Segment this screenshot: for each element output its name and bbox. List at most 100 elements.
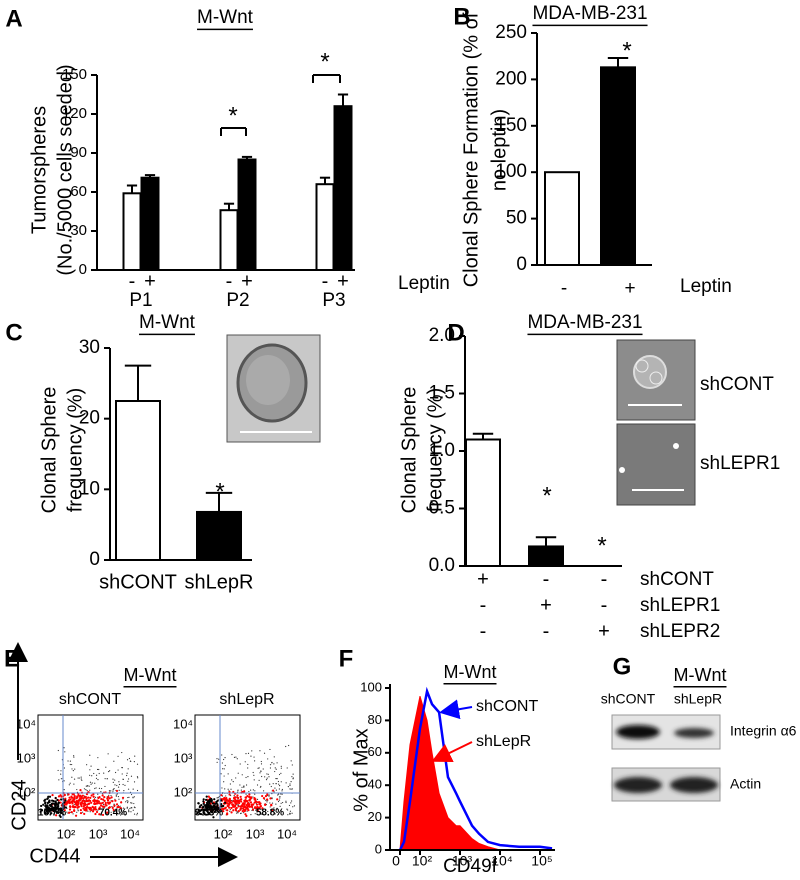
event-dot: [240, 789, 242, 791]
event-dot: [212, 816, 215, 819]
bar: [544, 171, 580, 266]
event-dot: [239, 808, 242, 811]
event-dot: [86, 789, 88, 792]
quadrant-percent: 58.8%: [256, 808, 284, 819]
inset-label: shCONT: [700, 374, 774, 395]
event-dot: [69, 805, 72, 809]
event-dot: [96, 768, 99, 771]
series-label: shLepR: [476, 733, 531, 750]
event-dot: [279, 805, 281, 808]
y-tick-label: 90: [70, 144, 87, 161]
event-dot: [44, 808, 47, 811]
event-dot: [77, 809, 79, 811]
event-dot: [82, 799, 85, 802]
lane-label: shCONT: [601, 691, 656, 707]
y-tick-label: 10⁴: [16, 716, 36, 731]
event-dot: [63, 767, 66, 769]
event-dot: [247, 804, 250, 807]
event-dot: [261, 813, 263, 815]
panel-title: M-Wnt: [124, 665, 177, 685]
event-dot: [71, 763, 73, 766]
event-dot: [90, 783, 92, 785]
y-tick-label: 0: [89, 549, 100, 570]
event-dot: [80, 776, 82, 778]
event-dot: [277, 800, 280, 803]
x-tick-label: +: [624, 278, 635, 299]
x-tick-label: P1: [129, 290, 152, 311]
group-label: -: [226, 270, 233, 292]
event-dot: [247, 775, 249, 778]
event-dot: [228, 790, 231, 794]
event-dot: [113, 788, 115, 790]
event-dot: [116, 784, 118, 787]
event-dot: [263, 813, 265, 815]
event-dot: [290, 781, 292, 783]
event-dot: [59, 811, 62, 814]
event-dot: [88, 785, 90, 787]
event-dot: [56, 798, 59, 802]
event-dot: [291, 776, 293, 778]
x-tick-label: P3: [322, 290, 345, 311]
event-dot: [120, 801, 123, 804]
event-dot: [273, 807, 275, 809]
histogram-line: [398, 686, 553, 851]
event-dot: [278, 773, 281, 776]
event-dot: [117, 805, 120, 809]
event-dot: [260, 763, 263, 765]
event-dot: [95, 799, 98, 802]
event-dot: [213, 804, 216, 808]
event-dot: [285, 800, 287, 802]
event-dot: [91, 805, 94, 808]
event-dot: [104, 785, 106, 788]
condition-sign: -: [601, 594, 608, 616]
inset-image: [616, 339, 696, 506]
event-dot: [275, 789, 277, 791]
event-dot: [253, 779, 255, 781]
x-tick-label: P2: [226, 290, 249, 311]
y-tick-label: 150: [62, 66, 87, 83]
event-dot: [71, 768, 73, 770]
event-dot: [291, 800, 293, 802]
event-dot: [269, 806, 271, 808]
event-dot: [112, 781, 114, 783]
event-dot: [68, 800, 71, 803]
event-dot: [69, 782, 71, 784]
event-dot: [220, 802, 223, 806]
event-dot: [77, 805, 80, 808]
event-dot: [95, 774, 98, 776]
event-dot: [266, 773, 268, 775]
event-dot: [224, 757, 226, 759]
event-dot: [244, 761, 246, 763]
condition-label: shCONT: [640, 569, 714, 590]
event-dot: [45, 805, 49, 808]
x-tick-label: 10⁴: [120, 826, 140, 841]
event-dot: [269, 767, 272, 769]
panel-title: M-Wnt: [197, 7, 254, 28]
event-dot: [128, 809, 130, 811]
event-dot: [130, 793, 133, 796]
event-dot: [60, 770, 62, 772]
event-dot: [280, 809, 282, 811]
event-dot: [115, 811, 117, 813]
event-dot: [108, 794, 110, 796]
series-label: shCONT: [476, 698, 538, 715]
event-dot: [55, 810, 58, 813]
event-dot: [223, 801, 227, 804]
event-dot: [72, 805, 75, 809]
event-dot: [292, 806, 294, 808]
event-dot: [108, 811, 110, 813]
event-dot: [279, 796, 281, 798]
event-dot: [130, 775, 133, 777]
event-dot: [253, 801, 256, 804]
significance-mark: *: [320, 48, 329, 75]
event-dot: [271, 809, 274, 812]
x-tick-label: 10⁴: [277, 826, 297, 841]
event-dot: [89, 754, 91, 756]
event-dot: [259, 805, 263, 808]
event-dot: [244, 808, 247, 812]
event-dot: [47, 795, 50, 798]
event-dot: [215, 806, 218, 809]
event-dot: [292, 778, 294, 780]
x-tick-label: -: [561, 278, 567, 299]
